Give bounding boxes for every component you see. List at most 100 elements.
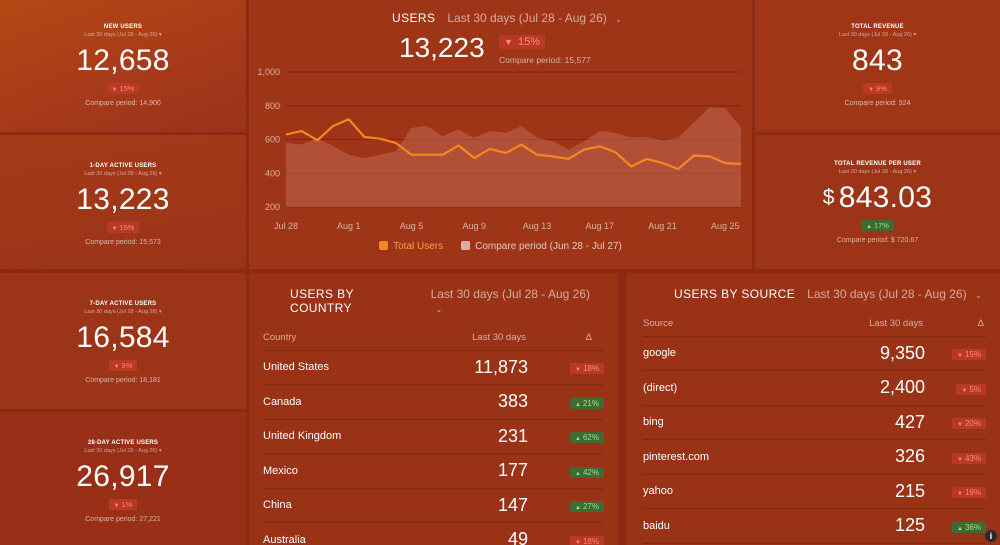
table-row[interactable]: (direct) 2,400 ▼ 5% bbox=[643, 370, 986, 406]
row-delta: ▼ 18% bbox=[534, 522, 604, 545]
table-row[interactable]: Canada 383 ▲ 21% bbox=[263, 384, 604, 420]
chevron-down-icon: ▾ bbox=[913, 32, 917, 38]
row-name: yahoo bbox=[643, 474, 792, 509]
row-name: google bbox=[643, 336, 792, 371]
table-header-row: Source Last 30 days Δ bbox=[643, 312, 986, 337]
kpi-period-select[interactable]: Last 30 days (Jul 28 - Aug 26) ▾ bbox=[755, 169, 1000, 175]
table-title: USERS BY SOURCE bbox=[674, 287, 796, 301]
kpi-title: NEW USERS bbox=[103, 24, 143, 30]
col-last-30-days[interactable]: Last 30 days bbox=[414, 326, 534, 351]
checkbox-icon bbox=[379, 241, 389, 250]
triangle-down-icon: ▼ bbox=[957, 491, 963, 498]
kpi-value: 13,223 bbox=[76, 183, 170, 216]
kpi-period-select[interactable]: Last 30 days (Jul 28 - Aug 26) ▾ bbox=[0, 448, 246, 454]
row-delta: ▲ 21% bbox=[534, 384, 604, 420]
table-row[interactable]: China 147 ▲ 27% bbox=[263, 488, 604, 523]
kpi-compare: Compare period: $ 720.67 bbox=[836, 237, 919, 244]
period-select[interactable]: Last 30 days (Jul 28 - Aug 26) ⌄ bbox=[431, 287, 604, 315]
row-value: 147 bbox=[414, 488, 534, 523]
chevron-down-icon: ▾ bbox=[158, 309, 162, 315]
chevron-down-icon: ⌄ bbox=[435, 305, 443, 314]
chevron-down-icon: ▾ bbox=[158, 32, 162, 38]
row-delta: ▼ 18% bbox=[534, 350, 604, 385]
table-row[interactable]: United Kingdom 231 ▲ 62% bbox=[263, 419, 604, 454]
triangle-down-icon: ▼ bbox=[957, 422, 963, 429]
legend-total-users[interactable]: Total Users bbox=[379, 240, 443, 252]
row-name: Mexico bbox=[263, 453, 415, 489]
delta-value: 18% bbox=[582, 536, 599, 545]
triangle-down-icon: ▼ bbox=[113, 364, 120, 370]
col-delta[interactable]: Δ bbox=[534, 326, 604, 351]
triangle-down-icon: ▼ bbox=[111, 87, 118, 93]
kpi-value: 843.03 bbox=[838, 181, 933, 214]
x-tick-label: Aug 13 bbox=[523, 221, 552, 231]
triangle-up-icon: ▲ bbox=[575, 505, 581, 512]
kpi-period-select[interactable]: Last 30 days (Jul 28 - Aug 26) ▾ bbox=[0, 32, 246, 38]
col-delta[interactable]: Δ bbox=[931, 312, 986, 337]
x-tick-label: Jul 28 bbox=[274, 221, 298, 231]
row-delta: ▲ 62% bbox=[534, 419, 604, 454]
table-row[interactable]: bing 427 ▼ 20% bbox=[643, 405, 986, 440]
table-row[interactable]: pinterest.com 326 ▼ 43% bbox=[643, 439, 986, 475]
kpi-title: 7-DAY ACTIVE USERS bbox=[89, 301, 157, 307]
kpi-period-select[interactable]: Last 30 days (Jul 28 - Aug 26) ▾ bbox=[755, 32, 1000, 38]
kpi-compare: Compare period: 15,573 bbox=[85, 239, 161, 246]
triangle-down-icon: ▼ bbox=[957, 456, 963, 463]
delta-value: 62% bbox=[582, 433, 599, 443]
period-select[interactable]: Last 30 days (Jul 28 - Aug 26) ⌄ bbox=[447, 11, 621, 25]
triangle-up-icon: ▲ bbox=[575, 470, 581, 477]
table-row[interactable]: baidu 125 ▲ 36% bbox=[643, 508, 986, 544]
kpi-28day-active: 28-DAY ACTIVE USERS Last 30 days (Jul 28… bbox=[0, 412, 246, 545]
currency-symbol: $ bbox=[822, 186, 835, 209]
row-name: (direct) bbox=[643, 370, 792, 406]
delta-value: 15% bbox=[964, 350, 981, 360]
table-row[interactable]: google 9,350 ▼ 15% bbox=[643, 336, 986, 371]
kpi-value: 843 bbox=[852, 44, 903, 77]
kpi-value: 12,658 bbox=[76, 44, 170, 77]
delta-badge: ▲ 27% bbox=[570, 501, 604, 513]
triangle-down-icon: ▼ bbox=[111, 226, 118, 232]
x-tick-label: Aug 21 bbox=[648, 221, 677, 231]
triangle-down-icon: ▼ bbox=[868, 87, 875, 93]
y-tick-label: 600 bbox=[265, 135, 280, 145]
table-row[interactable]: yahoo 215 ▼ 19% bbox=[643, 474, 986, 509]
row-name: pinterest.com bbox=[643, 439, 792, 475]
col-country[interactable]: Country bbox=[263, 326, 415, 351]
legend-compare-label: Compare period (Jun 28 - Jul 27) bbox=[475, 241, 622, 252]
kpi-compare: Compare period: 27,221 bbox=[85, 516, 161, 523]
table-row[interactable]: Mexico 177 ▲ 42% bbox=[263, 453, 604, 489]
triangle-down-icon: ▼ bbox=[575, 367, 581, 374]
row-name: bing bbox=[643, 405, 792, 440]
row-name: United States bbox=[263, 350, 415, 385]
delta-badge: ▲ 21% bbox=[570, 397, 604, 409]
kpi-period-select[interactable]: Last 30 days (Jul 28 - Aug 26) ▾ bbox=[0, 309, 246, 315]
chart-value: 13,223 bbox=[399, 32, 485, 63]
period-select[interactable]: Last 30 days (Jul 28 - Aug 26) ⌄ bbox=[807, 287, 981, 301]
kpi-title: TOTAL REVENUE bbox=[851, 24, 904, 30]
chart-legend: Total Users Compare period (Jun 28 - Jul… bbox=[249, 240, 752, 252]
delta-badge: ▼ 18% bbox=[570, 535, 604, 545]
chevron-down-icon: ⌄ bbox=[974, 291, 982, 300]
users-by-source-panel: USERS BY SOURCE Last 30 days (Jul 28 - A… bbox=[627, 273, 1000, 545]
col-source[interactable]: Source bbox=[643, 312, 792, 337]
kpi-period-select[interactable]: Last 30 days (Jul 28 - Aug 26) ▾ bbox=[0, 171, 246, 177]
table-row[interactable]: United States 11,873 ▼ 18% bbox=[263, 350, 604, 385]
x-tick-label: Aug 1 bbox=[337, 221, 361, 231]
row-value: 49 bbox=[414, 522, 534, 545]
source-table: Source Last 30 days Δ google 9,350 ▼ 15% (di… bbox=[643, 312, 986, 544]
delta-badge: ▲ 62% bbox=[570, 432, 604, 444]
col-last-30-days[interactable]: Last 30 days bbox=[791, 312, 931, 337]
info-icon[interactable]: i bbox=[985, 530, 997, 542]
x-tick-label: Aug 17 bbox=[586, 221, 615, 231]
triangle-up-icon: ▲ bbox=[866, 224, 872, 230]
kpi-title: 28-DAY ACTIVE USERS bbox=[87, 440, 159, 446]
y-tick-label: 800 bbox=[265, 101, 280, 111]
row-value: 177 bbox=[414, 453, 534, 489]
chevron-down-icon: ⌄ bbox=[615, 15, 622, 24]
legend-compare-period[interactable]: Compare period (Jun 28 - Jul 27) bbox=[461, 240, 622, 252]
delta-value: 27% bbox=[582, 502, 599, 512]
x-tick-label: Aug 9 bbox=[463, 221, 487, 231]
row-delta: ▼ 43% bbox=[931, 439, 986, 475]
table-row[interactable]: Australia 49 ▼ 18% bbox=[263, 522, 604, 545]
kpi-period: Last 30 days (Jul 28 - Aug 26) bbox=[84, 309, 158, 315]
